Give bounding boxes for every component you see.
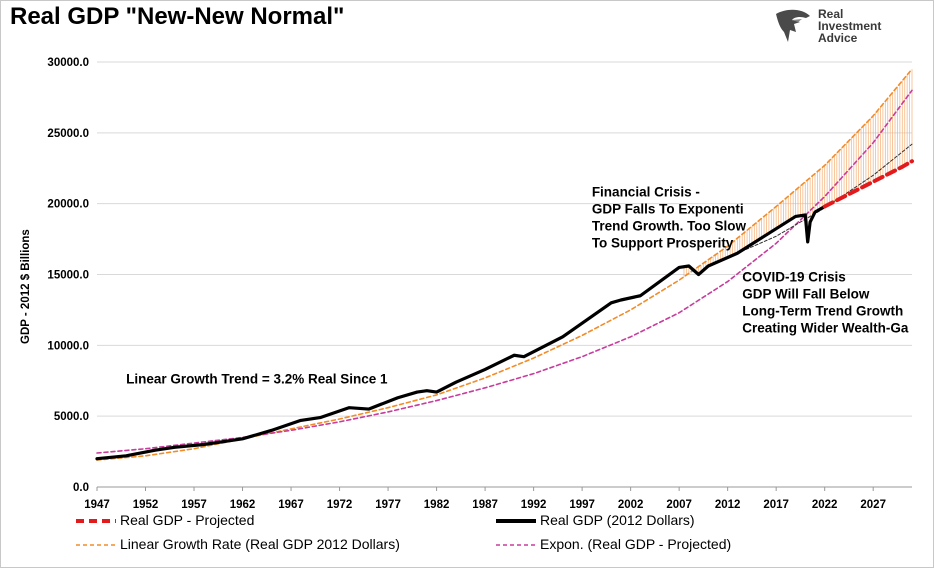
real-gdp-point (610, 301, 613, 305)
annotation-text: To Support Prosperity (592, 236, 734, 251)
real-gdp-point (619, 298, 623, 302)
real-gdp-point (806, 240, 809, 244)
legend-swatch-expon (496, 544, 536, 546)
real-gdp-point (221, 440, 225, 443)
x-tick-label: 2022 (812, 499, 838, 510)
real-gdp-point (415, 390, 419, 394)
annotation-text: Creating Wider Wealth-Ga (742, 321, 909, 336)
real-gdp-point (396, 396, 399, 399)
annotation-text: Linear Growth Trend = 3.2% Real Since 1 (126, 372, 388, 387)
real-gdp-point (813, 210, 817, 214)
annotation-text: COVID-19 Crisis (742, 270, 846, 285)
real-gdp-point (95, 457, 99, 460)
x-tick-label: 1957 (181, 499, 207, 510)
eagle-logo-icon (776, 9, 810, 43)
series-line-linear-growth-rate-real-gdp-2012-dollars- (96, 68, 913, 461)
real-gdp-point (270, 429, 273, 432)
real-gdp-point (154, 448, 157, 452)
real-gdp-point (124, 454, 128, 458)
real-gdp-point (794, 215, 797, 218)
x-tick-label: 1962 (230, 499, 256, 510)
real-gdp-point (707, 264, 710, 268)
real-gdp-point (513, 354, 516, 357)
x-tick-label: 1967 (278, 499, 304, 510)
real-gdp-point (522, 355, 526, 358)
x-tick-label: 1997 (569, 499, 595, 510)
annotation-text: GDP Falls To Exponenti (592, 202, 744, 217)
real-gdp-point (561, 335, 564, 339)
x-tick-label: 2012 (715, 499, 741, 510)
x-tick-label: 1972 (327, 499, 353, 510)
series-line-real-gdp-projected (822, 159, 914, 209)
x-tick-label: 1992 (521, 499, 547, 510)
x-tick-label: 2027 (860, 499, 886, 510)
x-tick-label: 1947 (84, 499, 110, 510)
real-gdp-point (736, 252, 739, 255)
real-gdp-point (299, 419, 302, 422)
y-tick-label: 30000.0 (47, 57, 89, 69)
y-axis-label: GDP - 2012 $ Billions (20, 229, 32, 344)
real-gdp-point (639, 294, 642, 297)
brand-name: Real Investment Advice (818, 8, 918, 44)
real-gdp-point (348, 406, 351, 409)
annotation-text: Long-Term Trend Growth (742, 304, 903, 319)
real-gdp-point (808, 220, 812, 224)
page-title: Real GDP "New-New Normal" (10, 3, 345, 30)
brand-line-2: Investment (818, 19, 882, 33)
real-gdp-point (202, 443, 205, 446)
real-gdp-point (687, 264, 691, 268)
x-tick-label: 2017 (763, 499, 789, 510)
real-gdp-point (435, 390, 438, 394)
y-tick-label: 15000.0 (47, 270, 89, 282)
series-line-linear-trend-projected- (727, 143, 913, 258)
x-tick-label: 1977 (375, 499, 401, 510)
annotation-text: Trend Growth. Too Slow (592, 219, 747, 234)
y-axis-ticks: 0.0 5000.0 10000.0 15000.0 20000.0 25000.0 300… (47, 57, 89, 494)
real-gdp-point (697, 273, 700, 276)
legend-label: Real GDP (2012 Dollars) (540, 512, 695, 528)
y-tick-label: 5000.0 (54, 411, 89, 423)
real-gdp-point (483, 368, 487, 371)
real-gdp-point (765, 233, 768, 237)
real-gdp-point (454, 380, 458, 384)
trend-spread-fill (683, 69, 913, 277)
series-lines (95, 68, 914, 461)
legend-label: Linear Growth Rate (Real GDP 2012 Dollar… (120, 536, 400, 552)
legend-swatch-linear (76, 544, 116, 546)
x-tick-label: 2002 (618, 499, 644, 510)
annotation-text: GDP Will Fall Below (742, 287, 870, 302)
x-tick-label: 2007 (666, 499, 692, 510)
real-gdp-point (804, 213, 807, 217)
legend-label: Real GDP - Projected (120, 512, 255, 528)
real-gdp-point (173, 446, 176, 449)
series-line-expon-real-gdp-projected- (96, 89, 913, 454)
brand-line-1: Real (818, 7, 844, 21)
x-axis-ticks: 1947 1952 1957 1962 1967 1972 1977 1982 1987 1992… (84, 487, 886, 510)
real-gdp-point (241, 437, 244, 441)
annotation-text: Financial Crisis - (592, 185, 700, 200)
legend-swatch-real-gdp (496, 519, 536, 523)
real-gdp-point (318, 416, 322, 419)
brand-line-3: Advice (818, 31, 858, 45)
y-tick-label: 10000.0 (47, 340, 89, 352)
annotations: Linear Growth Trend = 3.2% Real Since 1 F… (126, 185, 909, 387)
gdp-chart: 0.0 5000.0 10000.0 15000.0 20000.0 25000.0 300… (20, 57, 914, 510)
legend-swatch-projected (76, 519, 116, 523)
x-tick-label: 1982 (424, 499, 450, 510)
x-tick-label: 1987 (472, 499, 498, 510)
real-gdp-point (367, 407, 370, 411)
legend-label: Expon. (Real GDP - Projected) (540, 536, 732, 552)
y-tick-label: 20000.0 (47, 199, 89, 211)
y-tick-label: 0.0 (73, 482, 89, 494)
real-gdp-point (425, 389, 429, 392)
x-tick-label: 1952 (133, 499, 159, 510)
y-tick-label: 25000.0 (47, 128, 89, 140)
brand-logo: Real Investment Advice (772, 6, 912, 48)
real-gdp-point (677, 266, 681, 269)
series-line-real-gdp-2012-dollars- (95, 204, 827, 461)
